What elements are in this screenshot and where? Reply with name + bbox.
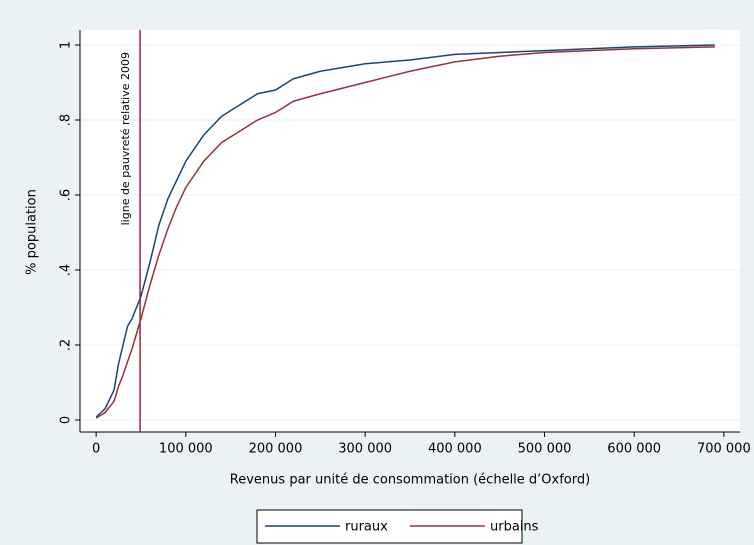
y-tick-label: 1 [59,41,74,49]
y-tick-label: 0 [59,416,74,424]
series-line [95,46,715,419]
series-line [95,44,715,418]
y-axis-title: % population [25,189,40,275]
x-tick-label: 600 000 [607,442,661,457]
legend-label: urbains [490,520,539,535]
x-tick-label: 0 [92,442,100,457]
plot-area [80,30,740,432]
legend-label: ruraux [345,520,388,535]
y-tick-label: .2 [59,339,74,351]
y-tick-label: .8 [59,114,74,126]
x-tick-label: 400 000 [428,442,482,457]
annotation: ligne de pauvreté relative 2009 [119,52,132,225]
x-tick-label: 500 000 [518,442,572,457]
y-tick-label: .4 [59,264,74,276]
x-tick-label: 100 000 [159,442,213,457]
y-tick-label: .6 [59,189,74,201]
x-tick-label: 200 000 [249,442,303,457]
x-axis-title: Revenus par unité de consommation (échel… [230,473,590,488]
x-tick-label: 700 000 [697,442,751,457]
x-tick-label: 300 000 [338,442,392,457]
